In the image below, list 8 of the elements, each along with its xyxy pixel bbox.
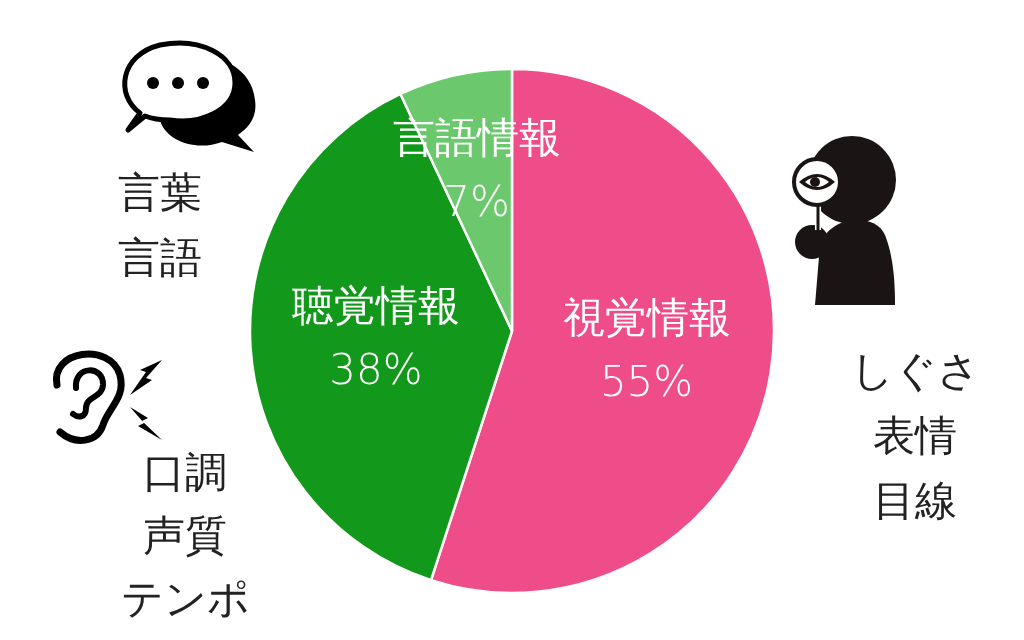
annotation: 目線	[873, 476, 957, 525]
annotation: しぐさ	[850, 346, 980, 395]
annotation: テンポ	[120, 574, 250, 623]
annotation: 言葉	[118, 168, 202, 217]
annotation: 言語	[118, 233, 202, 282]
annotation: 口調	[143, 448, 227, 497]
annotation: 声質	[143, 511, 227, 560]
annotation: 表情	[873, 411, 957, 460]
